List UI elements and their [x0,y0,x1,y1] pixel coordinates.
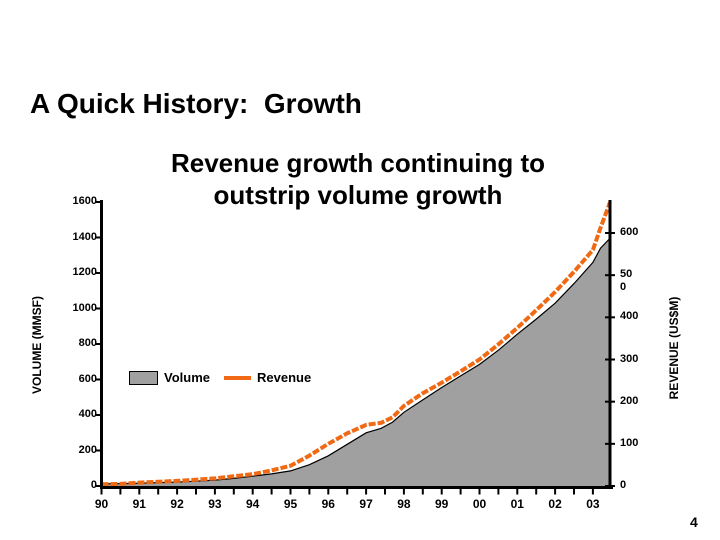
left-axis-tick-label: 1200 [72,266,97,278]
right-axis-tick-label: 400 [620,310,639,323]
x-axis-tick-label: 02 [548,497,562,511]
right-axis-tick-label: 0 [620,479,627,491]
x-axis-tick-label: 97 [359,497,373,511]
left-axis-tick-label: 200 [78,443,97,456]
left-axis-tick-label: 1600 [72,195,97,207]
revenue-line-series [101,201,612,487]
left-axis-tick-label: 1400 [72,230,97,243]
page-number: 4 [690,514,698,530]
right-axis-tick-label: 50 0 [620,268,633,294]
x-axis-tick-label: 91 [132,497,146,511]
x-axis-tick-label: 94 [246,497,260,511]
x-axis-tick-label: 92 [170,497,184,511]
right-axis-tick-label: 300 [620,352,639,365]
slide-title: A Quick History: Growth [30,88,362,119]
legend-label-volume: Volume [164,370,210,385]
x-axis-tick-label: 03 [586,497,600,511]
x-axis-tick-label: 95 [283,497,298,511]
volume-area-swatch [129,370,158,385]
revenue-line-swatch [224,375,251,380]
x-axis-tick-label: 98 [397,497,411,511]
x-axis-tick-label: 01 [510,497,524,511]
right-axis-tick-label: 100 [620,436,639,449]
x-axis-tick-label: 96 [321,497,335,511]
x-axis-tick-label: 93 [208,497,222,511]
left-axis-tick-label: 1000 [72,301,97,314]
right-axis-tick-label: 200 [620,394,639,407]
left-axis-tick-label: 0 [90,479,97,491]
x-axis-tick-label: 99 [435,497,449,511]
volume-area-series [101,238,610,488]
left-axis-tick-label: 800 [78,337,97,349]
x-axis-tick-label: 90 [94,497,109,511]
chart-title: Revenue growth continuing to outstrip vo… [170,148,546,210]
legend-label-revenue: Revenue [257,370,312,385]
chart-legend: Volume Revenue [129,370,311,385]
x-axis-tick-label: 00 [472,497,487,511]
right-axis-tick-label: 600 [620,226,639,238]
left-axis-tick-label: 400 [78,408,97,420]
left-axis-tick-label: 600 [78,372,97,385]
